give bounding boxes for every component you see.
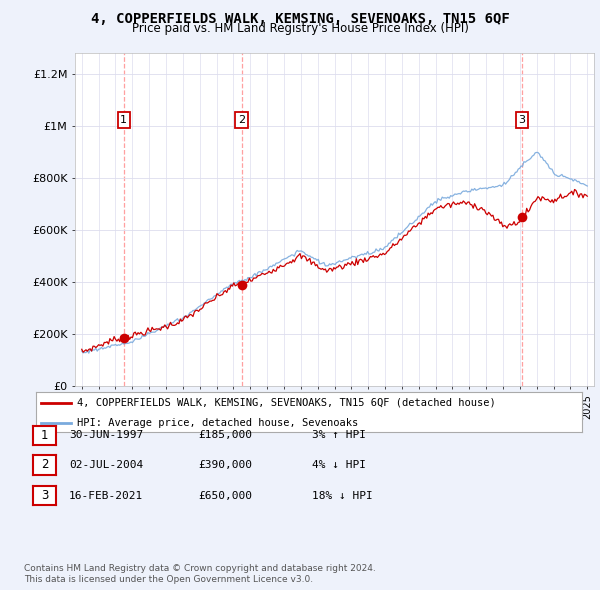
Text: 4, COPPERFIELDS WALK, KEMSING, SEVENOAKS, TN15 6QF: 4, COPPERFIELDS WALK, KEMSING, SEVENOAKS… [91, 12, 509, 26]
Text: 30-JUN-1997: 30-JUN-1997 [69, 431, 143, 440]
Text: 18% ↓ HPI: 18% ↓ HPI [312, 491, 373, 500]
Text: 1: 1 [41, 429, 48, 442]
Text: 4, COPPERFIELDS WALK, KEMSING, SEVENOAKS, TN15 6QF (detached house): 4, COPPERFIELDS WALK, KEMSING, SEVENOAKS… [77, 398, 496, 408]
Text: 02-JUL-2004: 02-JUL-2004 [69, 460, 143, 470]
Text: 16-FEB-2021: 16-FEB-2021 [69, 491, 143, 500]
Text: £390,000: £390,000 [198, 460, 252, 470]
Text: This data is licensed under the Open Government Licence v3.0.: This data is licensed under the Open Gov… [24, 575, 313, 584]
Text: Price paid vs. HM Land Registry's House Price Index (HPI): Price paid vs. HM Land Registry's House … [131, 22, 469, 35]
Text: 2: 2 [41, 458, 48, 471]
Text: HPI: Average price, detached house, Sevenoaks: HPI: Average price, detached house, Seve… [77, 418, 358, 428]
Text: 3: 3 [41, 489, 48, 502]
Text: 3: 3 [518, 115, 526, 124]
Text: £185,000: £185,000 [198, 431, 252, 440]
Text: 2: 2 [238, 115, 245, 124]
Text: £650,000: £650,000 [198, 491, 252, 500]
Text: 3% ↑ HPI: 3% ↑ HPI [312, 431, 366, 440]
Text: Contains HM Land Registry data © Crown copyright and database right 2024.: Contains HM Land Registry data © Crown c… [24, 565, 376, 573]
Text: 1: 1 [120, 115, 127, 124]
Text: 4% ↓ HPI: 4% ↓ HPI [312, 460, 366, 470]
